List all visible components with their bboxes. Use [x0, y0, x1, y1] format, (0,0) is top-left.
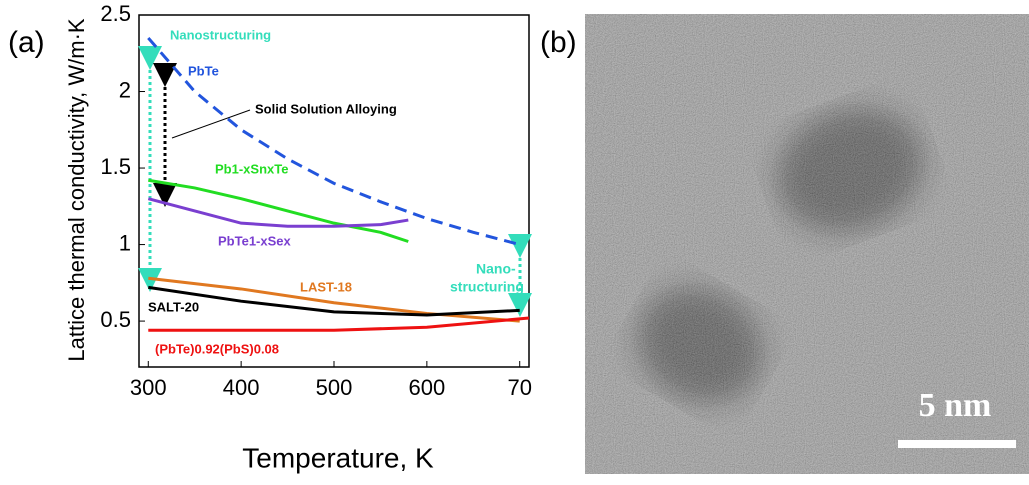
y-axis-label: Lattice thermal conductivity, W/m·K — [64, 18, 89, 361]
series-label: (PbTe)0.92(PbS)0.08 — [155, 341, 279, 356]
tem-image — [585, 14, 1029, 474]
series-line — [148, 316, 530, 332]
x-tick-label: 70 — [507, 375, 531, 400]
pointer — [171, 109, 251, 139]
series-line — [148, 178, 409, 243]
annotation: structuring — [450, 279, 524, 295]
x-tick-label: 300 — [130, 375, 167, 400]
annotation: Nanostructuring — [170, 27, 271, 42]
y-tick-label: 2.5 — [100, 1, 131, 26]
y-tick-label: 0.5 — [100, 307, 131, 332]
series-label: SALT-20 — [148, 299, 199, 314]
y-tick-label: 2 — [119, 77, 131, 102]
series-line — [147, 197, 409, 228]
y-tick-label: 1.5 — [100, 154, 131, 179]
panel-label: (a) — [8, 26, 45, 59]
scale-bar-label: 5 nm — [919, 387, 992, 424]
annotation: Solid Solution Alloying — [255, 101, 397, 116]
y-tick-label: 1 — [119, 230, 131, 255]
panel-label: (b) — [540, 26, 577, 59]
series-line — [147, 36, 521, 247]
x-tick-label: 400 — [223, 375, 260, 400]
series-line — [148, 285, 520, 317]
scale-bar — [898, 440, 1016, 448]
annotation: Nano- — [476, 261, 516, 277]
series-line — [148, 276, 520, 323]
series-label: Pb1-xSnxTe — [215, 161, 288, 176]
x-tick-label: 500 — [316, 375, 353, 400]
series-label: PbTe1-xSex — [218, 233, 292, 248]
series-label: PbTe — [188, 63, 219, 78]
x-tick-label: 600 — [408, 375, 445, 400]
series-label: LAST-18 — [300, 279, 352, 294]
x-axis-label: Temperature, K — [242, 442, 434, 473]
